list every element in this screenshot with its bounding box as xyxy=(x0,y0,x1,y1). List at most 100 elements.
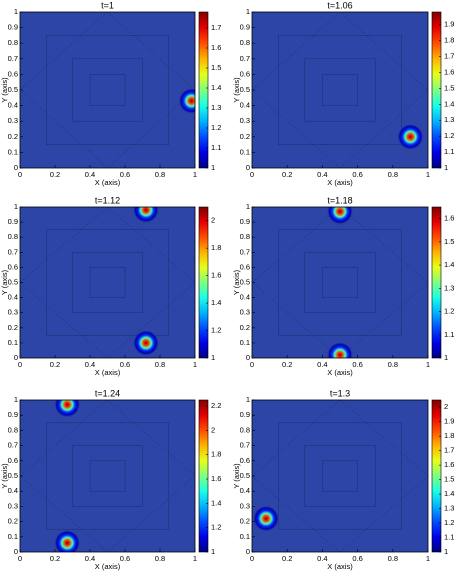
x-tick-label: 0.6 xyxy=(120,554,130,563)
colorbar-tick-label: 1.7 xyxy=(211,23,221,32)
y-tick-label: 0.6 xyxy=(8,456,18,465)
panel: 0 0.2 0.4 0.6 0.8 1 0 0.1 0.2 0.3 0.4 0.5 0.6 0.7 0.8 0… xyxy=(0,195,221,377)
colorbar-tick-label: 2 xyxy=(444,402,448,411)
colorbar-tick-label: 2 xyxy=(211,425,215,434)
colorbar-tick-label: 1.4 xyxy=(444,99,454,108)
colorbar-tick-label: 1.5 xyxy=(211,63,221,72)
y-tick-label: 0.3 xyxy=(240,308,250,317)
y-tick-label: 0.1 xyxy=(240,147,250,156)
colorbar-tick-label: 2 xyxy=(211,216,215,225)
y-tick-label: 0.9 xyxy=(240,23,250,32)
colorbar-tick-label: 1.1 xyxy=(444,330,454,339)
colorbar-tick-label: 1.4 xyxy=(444,260,454,269)
y-tick-label: 1 xyxy=(14,7,18,16)
y-tick-label: 0.8 xyxy=(240,232,250,241)
colorbar-tick-label: 1.5 xyxy=(444,83,454,92)
colorbar-tick-label: 1.3 xyxy=(444,115,454,124)
colorbar-tick-label: 1.2 xyxy=(444,518,454,527)
colorbar-tick-label: 1.4 xyxy=(211,498,221,507)
chart-title: t=1 xyxy=(101,0,114,10)
colorbar-tick-label: 1.3 xyxy=(444,504,454,513)
peak xyxy=(326,341,354,358)
y-tick-label: 1 xyxy=(246,202,250,211)
panel: 0 0.2 0.4 0.6 0.8 1 0 0.1 0.2 0.3 0.4 0.5 0.6 0.7 0.8 0… xyxy=(0,388,221,571)
plot-background xyxy=(252,207,428,358)
y-tick-label: 0.2 xyxy=(240,132,250,141)
x-tick-label: 1 xyxy=(193,360,197,369)
chart-title: t=1.3 xyxy=(330,388,350,398)
y-tick-label: 0.5 xyxy=(240,277,250,286)
colorbar-tick-label: 1.6 xyxy=(444,214,454,223)
peak xyxy=(54,400,81,418)
x-tick-label: 0 xyxy=(18,170,22,179)
colorbar-tick-label: 1 xyxy=(211,547,215,556)
y-tick-label: 0.2 xyxy=(240,323,250,332)
colorbar-tick-label: 1 xyxy=(211,353,215,362)
chart-title: t=1.18 xyxy=(327,195,352,205)
y-tick-label: 0.6 xyxy=(240,456,250,465)
colorbar-tick-label: 1.6 xyxy=(211,271,221,280)
colorbar-tick-label: 1.7 xyxy=(444,52,454,61)
x-tick-label: 0.4 xyxy=(317,170,327,179)
x-tick-label: 0 xyxy=(18,554,22,563)
mesh xyxy=(252,207,428,358)
mesh-square xyxy=(46,35,169,145)
colorbar-tick-label: 1.3 xyxy=(211,103,221,112)
y-tick-label: 0 xyxy=(14,163,18,172)
colorbar-tick-label: 1.4 xyxy=(444,489,454,498)
y-tick-label: 1 xyxy=(246,395,250,404)
chart-title: t=1.12 xyxy=(95,195,120,205)
x-tick-label: 0.6 xyxy=(352,170,362,179)
y-tick-label: 0 xyxy=(246,353,250,362)
plot-background xyxy=(20,207,195,358)
y-axis-label: Y (axis) xyxy=(0,463,9,489)
mesh xyxy=(252,12,428,168)
y-axis-label: Y (axis) xyxy=(0,77,9,103)
colorbar-tick-label: 1.9 xyxy=(444,20,454,29)
x-tick-label: 0.2 xyxy=(50,360,60,369)
y-tick-label: 0.5 xyxy=(8,471,18,480)
y-tick-label: 1 xyxy=(14,202,18,211)
mesh-square xyxy=(278,35,402,145)
mesh-square xyxy=(89,460,126,492)
x-tick-label: 1 xyxy=(193,554,197,563)
y-tick-label: 0.5 xyxy=(240,85,250,94)
mesh-square xyxy=(72,58,143,122)
colorbar-tick-label: 1 xyxy=(444,547,448,556)
mesh xyxy=(252,400,428,552)
colorbar-tick-label: 1.2 xyxy=(444,307,454,316)
x-tick-label: 1 xyxy=(426,360,430,369)
mesh-square xyxy=(89,267,126,298)
x-tick-label: 0.8 xyxy=(155,170,165,179)
x-tick-label: 1 xyxy=(426,170,430,179)
colorbar-tick-label: 1.6 xyxy=(444,460,454,469)
y-tick-label: 0.3 xyxy=(240,501,250,510)
peak xyxy=(132,207,160,224)
x-tick-label: 1 xyxy=(193,170,197,179)
colorbar-tick-label: 1.2 xyxy=(211,523,221,532)
y-tick-label: 0.1 xyxy=(8,532,18,541)
x-tick-label: 1 xyxy=(426,554,430,563)
peak xyxy=(252,505,280,532)
colorbar xyxy=(431,399,442,553)
x-axis-label: X (axis) xyxy=(95,368,121,377)
x-tick-label: 0.2 xyxy=(50,170,60,179)
y-axis-label: Y (axis) xyxy=(0,269,9,295)
colorbar-tick-label: 2.2 xyxy=(211,401,221,410)
x-tick-label: 0.2 xyxy=(282,554,292,563)
y-tick-label: 0.5 xyxy=(8,85,18,94)
colorbar-tick-label: 1.5 xyxy=(444,237,454,246)
y-tick-label: 0.4 xyxy=(240,486,250,495)
y-tick-label: 0 xyxy=(246,547,250,556)
y-tick-label: 0.9 xyxy=(8,217,18,226)
y-tick-label: 1 xyxy=(14,395,18,404)
colorbar-tick-label: 1.8 xyxy=(444,431,454,440)
x-tick-label: 0.4 xyxy=(85,170,95,179)
colorbar-tick-label: 1 xyxy=(211,163,215,172)
mesh-square xyxy=(322,74,358,106)
mesh-square xyxy=(89,74,126,106)
x-tick-label: 0.4 xyxy=(85,554,95,563)
y-tick-label: 0.7 xyxy=(240,54,250,63)
y-tick-label: 0.4 xyxy=(240,293,250,302)
mesh-square xyxy=(72,252,143,313)
